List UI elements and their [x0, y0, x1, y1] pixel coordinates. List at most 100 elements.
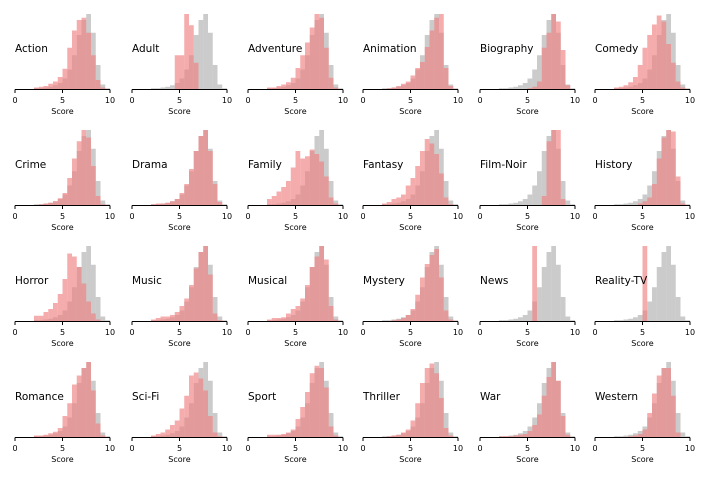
x-tick-label: 0 — [12, 328, 17, 337]
genre-bar — [513, 435, 518, 437]
genre-bar — [541, 196, 547, 205]
all-bar — [443, 413, 449, 437]
genre-bar — [184, 184, 189, 205]
genre-bar — [174, 55, 180, 89]
x-tick-label: 5 — [60, 444, 65, 453]
genre-bar — [328, 197, 334, 205]
genre-bar — [48, 309, 53, 321]
genre-bar — [401, 432, 406, 437]
genre-bar — [671, 131, 676, 205]
genre-bar — [434, 249, 439, 321]
genre-label: Adult — [132, 43, 159, 55]
genre-label: Adventure — [248, 43, 302, 55]
genre-bar — [415, 294, 420, 321]
x-axis-label: Score — [631, 339, 653, 348]
genre-label: Comedy — [595, 43, 638, 55]
genre-bar — [666, 130, 671, 205]
genre-label: Western — [595, 391, 638, 403]
genre-bar — [43, 312, 49, 321]
genre-bar — [67, 178, 72, 205]
all-bar — [527, 78, 533, 89]
genre-bar — [401, 194, 406, 205]
x-tick-label: 5 — [640, 212, 645, 221]
genre-bar — [155, 434, 161, 437]
genre-bar — [179, 306, 185, 321]
all-bar — [513, 86, 518, 89]
all-bar — [551, 246, 556, 321]
all-bar — [333, 84, 339, 89]
genre-bar — [410, 309, 416, 321]
all-bar — [680, 432, 686, 437]
genre-bar — [290, 309, 296, 321]
genre-bar — [429, 363, 435, 437]
x-tick-label: 0 — [245, 96, 250, 105]
all-bar — [661, 252, 667, 321]
genre-bar — [95, 319, 101, 321]
all-bar — [328, 65, 334, 89]
genre-bar — [43, 203, 49, 205]
x-tick-label: 0 — [592, 328, 597, 337]
x-tick-label: 10 — [685, 328, 695, 337]
panel-drama: 0 5 10 Score Drama — [129, 130, 232, 232]
x-axis-label: Score — [168, 107, 190, 116]
genre-bar — [57, 77, 63, 89]
all-bar — [217, 432, 223, 437]
genre-label: Romance — [15, 391, 64, 403]
genre-bar — [656, 15, 662, 89]
genre-bar — [189, 285, 194, 321]
genre-bar — [174, 312, 180, 321]
genre-bar — [551, 130, 556, 205]
all-bar — [222, 204, 227, 205]
x-tick-label: 5 — [293, 212, 298, 221]
all-bar — [527, 194, 533, 205]
genre-bar — [95, 80, 101, 89]
genre-bar — [300, 298, 305, 321]
all-bar — [623, 319, 629, 321]
genre-bar — [160, 203, 166, 205]
all-bar — [618, 204, 624, 205]
all-bar — [680, 316, 686, 321]
genre-bar — [518, 434, 523, 437]
genre-bar — [560, 199, 566, 205]
genre-bar — [405, 81, 411, 89]
x-tick-label: 5 — [408, 444, 413, 453]
panel-sci-fi: 0 5 10 Score Sci-Fi — [129, 362, 232, 464]
genre-label: Sci-Fi — [132, 391, 159, 403]
all-bar — [338, 204, 343, 205]
genre-bar — [333, 319, 339, 321]
genre-bar — [628, 436, 633, 437]
all-bar — [628, 434, 633, 437]
genre-bar — [503, 436, 509, 437]
genre-bar — [309, 373, 315, 437]
genre-bar — [271, 318, 277, 321]
all-bar — [208, 380, 213, 437]
genre-bar — [424, 264, 430, 321]
all-bar — [685, 436, 690, 437]
genre-bar — [671, 395, 676, 437]
genre-bar — [680, 203, 686, 205]
all-bar — [453, 436, 458, 437]
genre-bar — [193, 62, 199, 89]
genre-bar — [198, 378, 204, 437]
all-bar — [499, 88, 504, 89]
genre-bar — [439, 277, 444, 321]
genre-bar — [319, 17, 324, 89]
genre-label: Animation — [363, 43, 417, 55]
all-bar — [518, 85, 523, 89]
genre-bar — [53, 201, 58, 205]
x-tick-label: 10 — [222, 212, 232, 221]
panel-family: 0 5 10 Score Family — [245, 130, 348, 232]
genre-bar — [448, 319, 454, 321]
all-bar — [333, 200, 339, 205]
genre-bar — [281, 187, 286, 205]
x-tick-label: 5 — [640, 96, 645, 105]
x-tick-label: 0 — [360, 212, 365, 221]
all-bar — [618, 436, 624, 437]
all-bar — [170, 85, 175, 89]
x-tick-label: 0 — [129, 212, 134, 221]
genre-label: Reality-TV — [595, 275, 648, 287]
genre-label: Mystery — [363, 275, 405, 287]
genre-bar — [67, 47, 72, 89]
all-bar — [198, 20, 204, 89]
x-axis-label: Score — [516, 455, 538, 464]
